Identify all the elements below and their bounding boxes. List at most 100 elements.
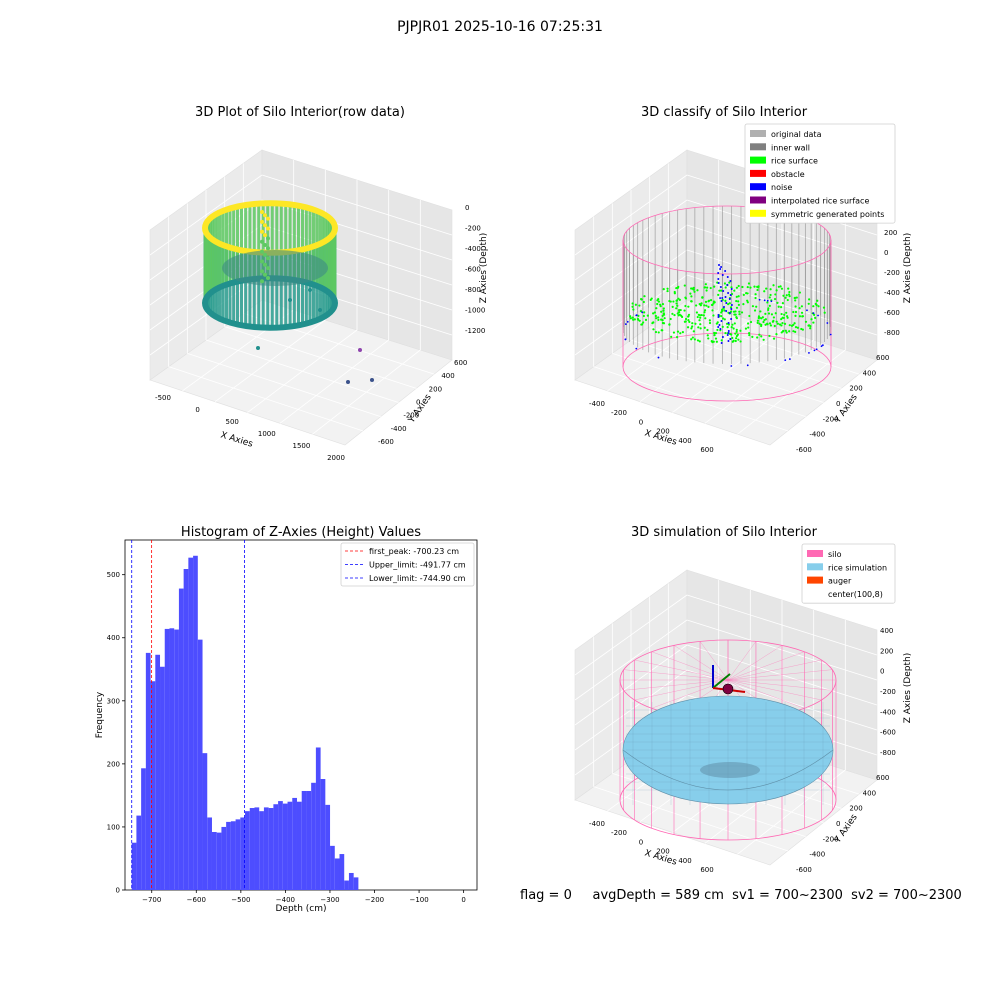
classify-rice-point: [714, 337, 718, 340]
raw-point-cloud: [202, 200, 374, 384]
classify-rice-point: [756, 285, 759, 288]
sim-silo-spoke: [727, 679, 822, 701]
classify-noise-point: [624, 323, 627, 326]
classify-rice-point: [654, 314, 657, 318]
sim-y-tick: 400: [863, 789, 876, 797]
classify-rice-point: [691, 325, 694, 328]
classify-x-tick: 200: [656, 428, 669, 436]
classify-rice-point: [783, 322, 787, 325]
classify-x-tick: -400: [589, 400, 605, 408]
classify-rice-point: [639, 297, 643, 301]
classify-legend-swatch: [750, 169, 766, 177]
classify-y-tick: -200: [823, 415, 839, 423]
classify-rice-point: [649, 298, 652, 301]
classify-rice-point: [785, 331, 788, 334]
classify-x-tick: 600: [700, 446, 713, 454]
classify-rice-point: [713, 333, 716, 337]
classify-rice-point: [756, 288, 759, 292]
hist-y-ticklabel: 0: [116, 887, 120, 895]
classify-noise-point: [758, 298, 761, 301]
hist-bar: [131, 842, 137, 890]
classify-rice-point: [657, 318, 660, 322]
classify-rice-point: [764, 323, 767, 326]
classify-rice-point: [735, 330, 738, 333]
classify-rice-point: [724, 286, 727, 289]
raw-spike-point: [260, 229, 264, 234]
classify-rice-point: [742, 303, 745, 306]
raw-spike-point: [266, 216, 270, 221]
sim-silo-spoke: [623, 669, 729, 681]
sim-z-tick: -400: [880, 708, 896, 716]
sim-silo-spoke: [699, 641, 729, 681]
hist-legend-label: Lower_limit: -744.90 cm: [369, 574, 466, 583]
classify-noise-point: [626, 320, 629, 323]
classify-rice-point: [696, 339, 700, 342]
classify-rice-point: [772, 337, 776, 340]
classify-rice-point: [804, 320, 808, 323]
classify-noise-point: [717, 282, 720, 284]
classify-rice-point: [712, 314, 715, 317]
hist-y-ticklabel: 400: [107, 634, 120, 642]
classify-rice-point: [782, 294, 785, 297]
classify-rice-point: [775, 333, 778, 336]
classify-rice-point: [780, 331, 783, 334]
classify-rice-point: [769, 324, 773, 327]
classify-rice-point: [675, 299, 678, 302]
classify-noise-point: [721, 274, 724, 276]
hist-bar: [136, 815, 142, 890]
classify-rice-point: [697, 326, 700, 329]
classify-y-tick: 600: [876, 354, 889, 362]
hist-bar: [339, 854, 345, 890]
classify-rice-point: [795, 296, 798, 299]
classify-rice-point: [686, 326, 690, 329]
classify-rice-point: [671, 305, 674, 308]
classify-x-tick: 400: [678, 437, 691, 445]
classify-noise-point: [722, 306, 725, 308]
classify-noise-point: [719, 286, 722, 288]
raw-floor: [222, 250, 328, 286]
classify-rice-point: [661, 329, 664, 332]
classify-rice-point: [693, 290, 696, 293]
hist-legend-label: Upper_limit: -491.77 cm: [369, 561, 466, 570]
classify-point-cloud: [622, 205, 832, 402]
hist-y-ticklabel: 500: [107, 571, 120, 579]
classify-rice-point: [772, 316, 776, 319]
classify-rice-point: [735, 337, 738, 340]
hist-x-ticklabel: −300: [320, 896, 339, 904]
raw-ylabel: Y Axies: [406, 392, 434, 425]
hist-bars: [131, 555, 359, 890]
hist-bar: [211, 831, 217, 890]
grid-line: [149, 174, 263, 256]
status-footer: flag = 0 avgDepth = 589 cm sv1 = 700~230…: [520, 888, 962, 903]
classify-rice-point: [644, 318, 648, 322]
classify-rice-point: [816, 299, 819, 302]
classify-noise-point: [730, 318, 733, 320]
classify-rice-point: [776, 301, 779, 304]
classify-rice-point: [747, 326, 750, 329]
sim-y-tick: -400: [809, 851, 825, 859]
classify-rice-point: [655, 317, 658, 320]
raw-spike-point: [263, 223, 267, 228]
classify-rice-point: [711, 340, 714, 344]
raw-spike-point: [263, 272, 267, 277]
classify-rice-point: [771, 320, 775, 323]
classify-rice-point: [655, 307, 658, 310]
hist-bar: [183, 569, 189, 890]
classify-rice-point: [776, 322, 779, 325]
raw-y-tick: 0: [416, 399, 420, 407]
classify-rice-point: [720, 315, 723, 318]
classify-rice-point: [794, 305, 797, 308]
classify-legend-label: symmetric generated points: [771, 210, 884, 219]
classify-rice-point: [823, 311, 826, 314]
classify-rice-point: [698, 340, 701, 343]
raw-x-tick: 0: [195, 406, 199, 414]
classify-legend-swatch: [750, 196, 766, 204]
classify-rice-point: [693, 338, 696, 341]
classify-zlabel: Z Axies (Depth): [903, 233, 913, 304]
raw-spike-point: [266, 276, 270, 280]
hist-xlabel: Depth (cm): [275, 904, 326, 914]
raw-y-tick: -600: [378, 438, 394, 446]
sim-silo-spoke: [727, 641, 757, 681]
classify-noise-point: [641, 311, 644, 314]
grid-line: [261, 174, 453, 236]
